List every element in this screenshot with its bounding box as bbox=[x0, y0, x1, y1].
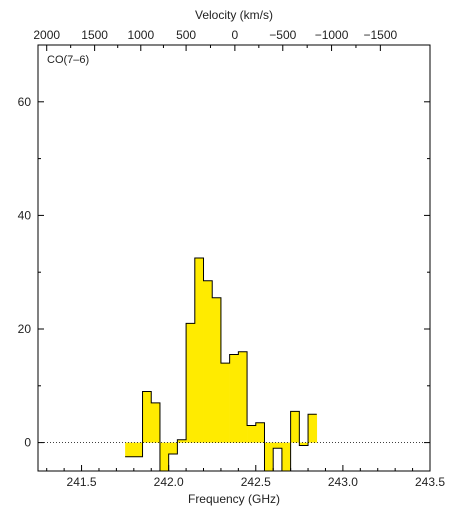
histogram-bars bbox=[125, 258, 318, 471]
histogram-bin-13 bbox=[238, 351, 248, 443]
histogram-bin-3 bbox=[151, 402, 161, 443]
plot-frame bbox=[37, 44, 431, 472]
bottom-tick-label: 241.5 bbox=[67, 475, 97, 489]
top-axis-title: Velocity (km/s) bbox=[195, 8, 273, 22]
histogram-bin-11 bbox=[220, 363, 230, 443]
bottom-tick-label: 243.0 bbox=[328, 475, 358, 489]
left-tick-label: 60 bbox=[18, 95, 32, 109]
top-tick-label: −500 bbox=[269, 28, 296, 42]
histogram-bin-0 bbox=[125, 442, 135, 457]
panel-label: CO(7–6) bbox=[47, 54, 89, 66]
bottom-tick-label: 242.5 bbox=[241, 475, 271, 489]
bottom-tick-label: 242.0 bbox=[154, 475, 184, 489]
histogram-bin-15 bbox=[255, 422, 265, 443]
top-tick-label: −1000 bbox=[315, 28, 349, 42]
top-tick-label: 1000 bbox=[127, 28, 154, 42]
left-tick-label: 40 bbox=[18, 208, 32, 222]
histogram-bin-10 bbox=[212, 297, 222, 443]
bottom-tick-label: 243.5 bbox=[415, 475, 445, 489]
histogram-bin-17 bbox=[273, 442, 283, 449]
histogram-bin-6 bbox=[177, 439, 187, 443]
histogram-bin-16 bbox=[264, 442, 274, 471]
x-axis-title: Frequency (GHz) bbox=[188, 492, 280, 506]
histogram-bin-4 bbox=[159, 442, 169, 471]
histogram-bin-1 bbox=[133, 442, 143, 457]
top-tick-label: 500 bbox=[176, 28, 196, 42]
top-tick-label: 0 bbox=[232, 28, 239, 42]
left-tick-label: 0 bbox=[24, 436, 31, 450]
top-tick-label: 2000 bbox=[33, 28, 60, 42]
histogram-bin-20 bbox=[299, 442, 309, 446]
histogram-bin-9 bbox=[203, 280, 213, 443]
histogram-bin-7 bbox=[186, 323, 196, 443]
histogram-bin-19 bbox=[290, 411, 300, 443]
histogram-bin-14 bbox=[247, 425, 257, 443]
histogram-bin-21 bbox=[308, 414, 318, 443]
histogram-bin-5 bbox=[168, 442, 178, 454]
histogram-bin-18 bbox=[281, 442, 291, 471]
histogram-bin-2 bbox=[142, 391, 152, 443]
left-tick-label: 20 bbox=[18, 322, 32, 336]
histogram-bin-8 bbox=[194, 258, 204, 443]
top-tick-label: −1500 bbox=[363, 28, 397, 42]
top-tick-label: 1500 bbox=[81, 28, 108, 42]
histogram-bin-12 bbox=[229, 354, 239, 443]
